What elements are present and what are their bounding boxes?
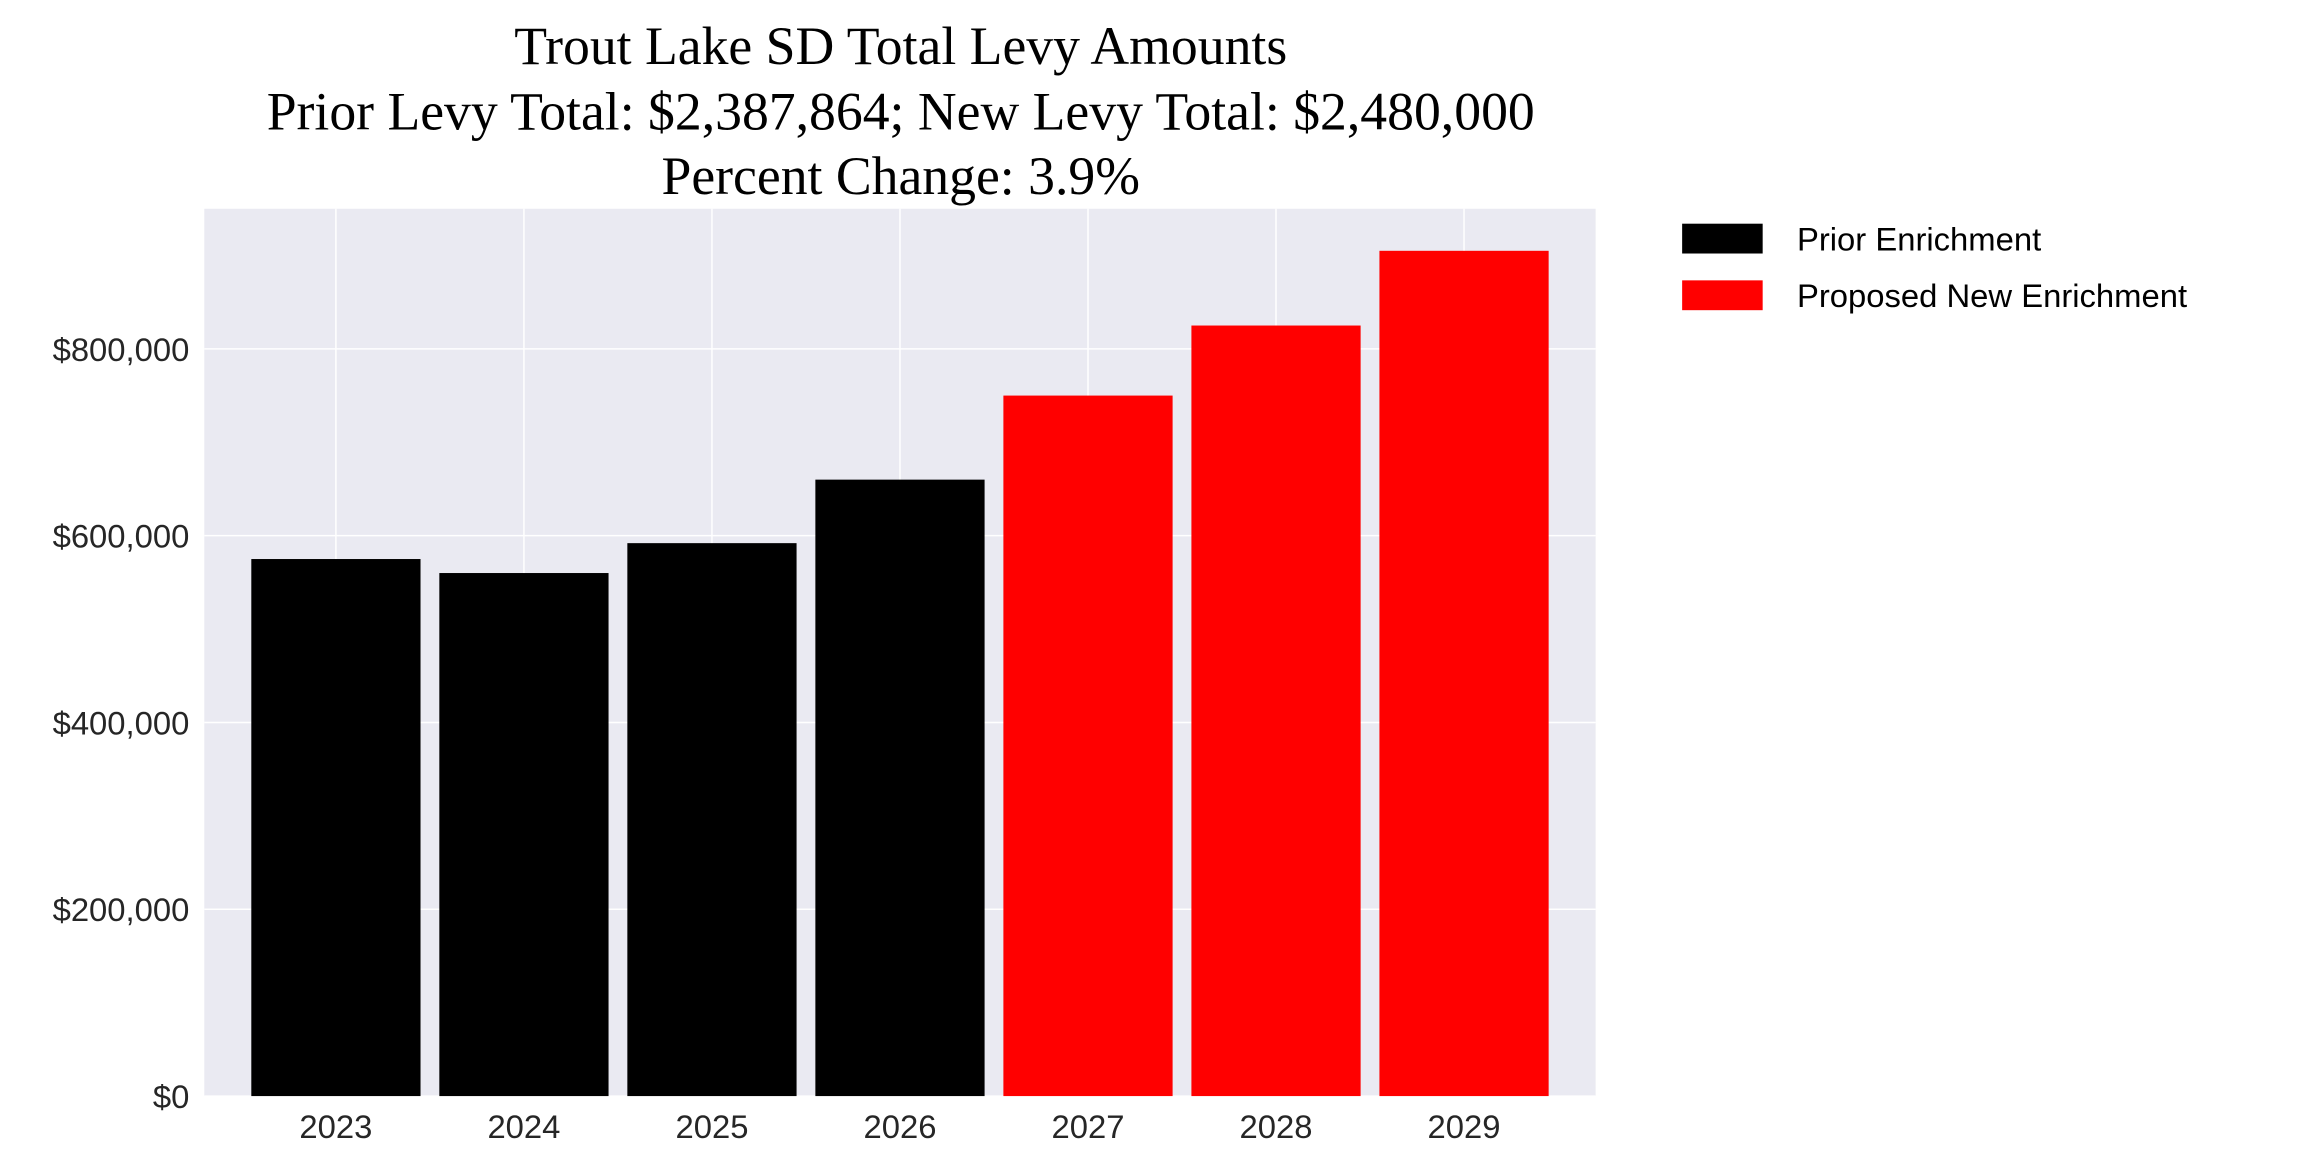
x-tick-label: 2026 xyxy=(863,1108,936,1145)
bar-2029 xyxy=(1379,250,1549,1097)
legend-swatch xyxy=(1682,223,1763,254)
bar-2024 xyxy=(439,573,609,1097)
legend-label: Proposed New Enrichment xyxy=(1797,277,2187,314)
x-tick-label: 2027 xyxy=(1052,1108,1125,1145)
legend: Prior Enrichment Proposed New Enrichment xyxy=(1682,221,2187,314)
bar-2028 xyxy=(1191,325,1361,1097)
bar-2027 xyxy=(1003,395,1173,1097)
bar-2025 xyxy=(627,543,797,1097)
bar-2026 xyxy=(815,479,985,1097)
chart-subtitle-totals: Prior Levy Total: $2,387,864; New Levy T… xyxy=(267,82,1535,142)
x-tick-label: 2023 xyxy=(299,1108,372,1145)
legend-swatch xyxy=(1682,280,1763,311)
y-tick-label: $600,000 xyxy=(53,518,190,555)
x-tick-label: 2028 xyxy=(1240,1108,1313,1145)
y-tick-label: $0 xyxy=(153,1078,189,1115)
x-tick-label: 2029 xyxy=(1428,1108,1501,1145)
x-tick-label: 2024 xyxy=(487,1108,560,1145)
bars xyxy=(251,250,1549,1097)
y-tick-label: $400,000 xyxy=(53,704,190,741)
legend-label: Prior Enrichment xyxy=(1797,221,2041,258)
x-tick-labels: 2023 2024 2025 2026 2027 2028 2029 xyxy=(299,1108,1500,1145)
bar-2023 xyxy=(251,559,421,1097)
y-tick-label: $200,000 xyxy=(53,891,190,928)
y-tick-label: $800,000 xyxy=(53,331,190,368)
chart-title: Trout Lake SD Total Levy Amounts xyxy=(514,16,1287,76)
y-tick-labels: $0 $200,000 $400,000 $600,000 $800,000 xyxy=(53,331,190,1115)
x-tick-label: 2025 xyxy=(675,1108,748,1145)
chart-subtitle-percent: Percent Change: 3.9% xyxy=(662,146,1140,206)
